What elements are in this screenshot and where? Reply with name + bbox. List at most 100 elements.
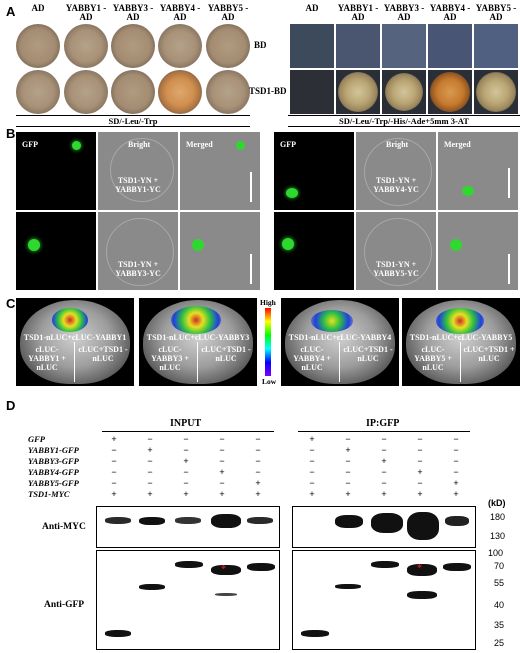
sign: −	[345, 456, 351, 466]
row-label-tsd1-bd: TSD1-BD	[249, 86, 287, 96]
sign: +	[147, 489, 153, 499]
sign: −	[345, 478, 351, 488]
asterisk-marker: *	[221, 564, 226, 575]
leaf-top-label: TSD1-nLUC+cLUC-YABBY3	[146, 333, 250, 342]
treatment-table: GFP YABBY1-GFP YABBY3-GFP YABBY4-GFP YAB…	[0, 434, 520, 504]
merged-image	[438, 212, 518, 290]
sign: −	[255, 456, 261, 466]
yeast-plate	[206, 70, 250, 114]
blot-band	[371, 561, 399, 568]
lca-leaf-3: TSD1-nLUC+cLUC-YABBY4 cLUC-YABBY4 + nLUC…	[281, 298, 399, 386]
gfp-image	[16, 212, 96, 290]
merged-image	[180, 212, 260, 290]
sign: −	[381, 434, 387, 444]
luciferase-signal	[311, 310, 353, 332]
blot-band	[105, 517, 131, 524]
sign: +	[309, 434, 315, 444]
sign: −	[345, 434, 351, 444]
input-rule	[102, 431, 274, 432]
panel-a-right-plates	[290, 24, 520, 114]
leaf-br-label: cLUC+TSD1 - nLUC	[78, 345, 128, 363]
blot-band	[139, 517, 165, 525]
blot-band	[247, 563, 275, 571]
header-gfp: GFP	[280, 140, 296, 149]
cell-outline	[110, 138, 174, 202]
cell-outline	[106, 218, 174, 286]
plate-square	[474, 70, 518, 114]
marker-25: 25	[494, 638, 505, 648]
sign: +	[345, 489, 351, 499]
sign: −	[453, 467, 459, 477]
sign: −	[417, 445, 423, 455]
kd-unit: (kD)	[488, 498, 506, 508]
col-header: YABBY4 - AD	[429, 3, 471, 22]
ip-gfp-blot: *	[292, 550, 476, 650]
lca-leaf-2: TSD1-nLUC+cLUC-YABBY3 cLUC-YABBY3 + nLUC…	[139, 298, 257, 386]
asterisk-marker: *	[417, 563, 422, 574]
blot-band	[215, 593, 237, 596]
sign: −	[147, 478, 153, 488]
sign: −	[147, 456, 153, 466]
col-header: YABBY3 - AD	[112, 3, 154, 22]
sign: +	[111, 434, 117, 444]
scale-bar	[250, 172, 252, 202]
leaf-top-label: TSD1-nLUC+cLUC-YABBY4	[288, 333, 392, 342]
ip-title: IP:GFP	[366, 418, 400, 429]
leaf-bl-label: cLUC-YABBY5 + nLUC	[414, 345, 452, 372]
yeast-colony	[385, 73, 423, 111]
sign: −	[309, 478, 315, 488]
marker-180: 180	[490, 512, 506, 522]
bright-image: TSD1-YN + YABBY5-YC	[356, 212, 436, 290]
marker-100: 100	[488, 548, 504, 558]
leaf-br-label: cLUC+TSD1 - nLUC	[343, 345, 393, 363]
sign: −	[147, 434, 153, 444]
gfp-image: GFP	[274, 132, 354, 210]
sign: −	[219, 478, 225, 488]
col-header: YABBY5 - AD	[475, 3, 517, 22]
blot-band	[407, 564, 437, 576]
sign: −	[453, 456, 459, 466]
yeast-plate	[64, 24, 108, 68]
sign: −	[111, 467, 117, 477]
col-header: YABBY3 - AD	[383, 3, 425, 22]
sign: −	[417, 434, 423, 444]
scale-high-label: High	[260, 298, 276, 307]
yeast-plate	[16, 24, 60, 68]
row-label: YABBY1-GFP	[28, 445, 79, 455]
scale-gradient	[265, 308, 271, 376]
panel-a-label: A	[6, 4, 16, 19]
blot-band	[211, 514, 241, 528]
sign: −	[309, 445, 315, 455]
luciferase-signal	[52, 308, 88, 332]
row-label-bd: BD	[254, 40, 267, 50]
blot-band	[335, 584, 361, 589]
ip-rule	[298, 431, 470, 432]
marker-40: 40	[494, 600, 505, 610]
sign: −	[453, 434, 459, 444]
blot-label-anti-myc: Anti-MYC	[42, 522, 86, 532]
blot-band	[335, 515, 363, 528]
sign: −	[219, 456, 225, 466]
plate-square	[290, 70, 334, 114]
sign: +	[309, 489, 315, 499]
blot-label-anti-gfp: Anti-GFP	[44, 600, 85, 610]
lca-leaf-1: TSD1-nLUC+cLUC-YABBY1 cLUC-YABBY1 + nLUC…	[16, 298, 134, 386]
yeast-colony	[430, 72, 470, 112]
merged-signal	[450, 239, 462, 251]
header-merged: Merged	[186, 140, 213, 149]
bifc-pair-label: TSD1-YN + YABBY4-YC	[373, 176, 419, 194]
yeast-plate	[111, 24, 155, 68]
sign: −	[309, 467, 315, 477]
plate-square	[290, 24, 334, 68]
row-label: YABBY5-GFP	[28, 478, 79, 488]
scale-bar	[508, 254, 510, 284]
marker-70: 70	[494, 561, 505, 571]
blot-band	[175, 517, 201, 524]
gfp-signal	[72, 141, 81, 150]
panel-a-left-headers: AD YABBY1 - AD YABBY3 - AD YABBY4 - AD Y…	[16, 3, 249, 24]
sign: −	[381, 467, 387, 477]
blot-band	[445, 516, 469, 526]
bifc-left-group: GFP Bright TSD1-YN + YABBY1-YC Merged TS…	[16, 132, 262, 292]
sign: +	[183, 489, 189, 499]
sign: −	[219, 445, 225, 455]
